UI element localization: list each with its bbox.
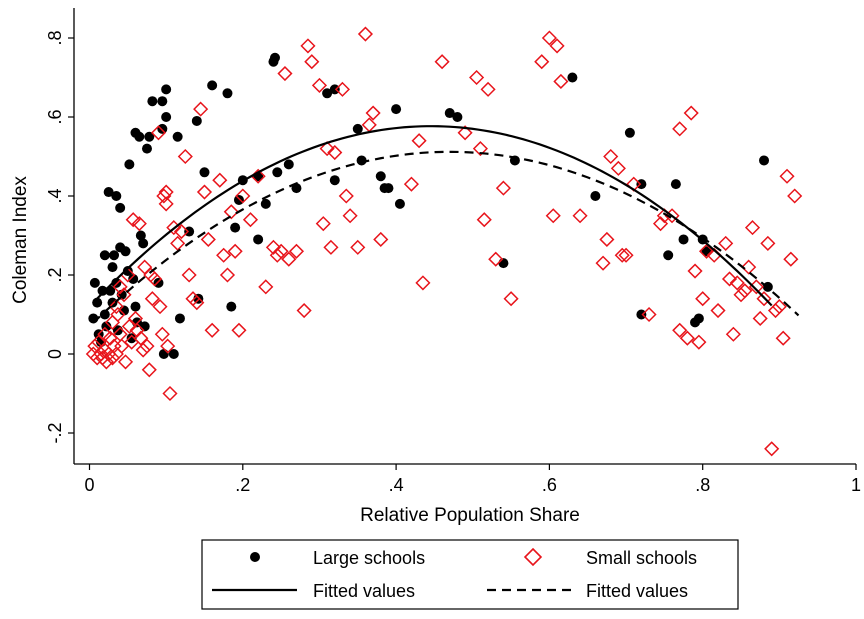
y-tick-label: .8 [45,30,65,45]
large-school-point [124,159,134,169]
large-school-point [452,112,462,122]
y-tick-label: .4 [45,188,65,203]
large-school-point [253,234,263,244]
large-school-point [272,167,282,177]
large-school-point [759,155,769,165]
large-school-point [671,179,681,189]
large-school-point [270,53,280,63]
large-school-point [636,179,646,189]
large-school-point [140,321,150,331]
x-tick-label: .4 [389,475,404,495]
y-tick-label: .6 [45,109,65,124]
large-school-point [284,159,294,169]
large-school-point [261,199,271,209]
y-tick-label: 0 [45,349,65,359]
large-school-point [330,175,340,185]
large-school-point [636,310,646,320]
large-school-point [679,234,689,244]
large-school-point [226,302,236,312]
large-school-point [109,250,119,260]
large-school-point [230,223,240,233]
large-school-point [159,349,169,359]
large-school-point [192,116,202,126]
large-school-point [498,258,508,268]
large-school-point [222,88,232,98]
legend-small-label: Small schools [586,548,697,568]
large-school-point [383,183,393,193]
large-school-point [121,246,131,256]
x-axis-label: Relative Population Share [360,505,580,526]
x-tick-label: 0 [84,475,94,495]
x-tick-label: .2 [235,475,250,495]
large-school-point [138,238,148,248]
legend-fit-small-label: Fitted values [586,581,688,601]
legend-large-label: Large schools [313,548,425,568]
legend-fit-large-label: Fitted values [313,581,415,601]
large-school-point [157,96,167,106]
large-school-point [207,80,217,90]
large-school-point [330,84,340,94]
large-school-point [153,278,163,288]
large-school-point [199,167,209,177]
large-school-point [175,313,185,323]
large-school-point [147,96,157,106]
large-school-point [567,73,577,83]
large-school-point [395,199,405,209]
large-school-point [184,227,194,237]
y-tick-label: .2 [45,267,65,282]
legend: Large schools Small schools Fitted value… [202,540,738,609]
large-school-point [694,313,704,323]
x-tick-label: 1 [851,475,861,495]
x-tick-label: .8 [695,475,710,495]
large-school-point [111,191,121,201]
large-school-point [234,195,244,205]
large-school-point [663,250,673,260]
large-school-point [130,302,140,312]
legend-large-marker [250,552,260,562]
large-school-point [142,144,152,154]
large-school-point [391,104,401,114]
large-school-point [590,191,600,201]
large-school-point [353,124,363,134]
large-school-point [107,262,117,272]
large-school-point [115,203,125,213]
x-tick-label: .6 [542,475,557,495]
large-school-point [90,278,100,288]
large-school-point [161,112,171,122]
large-school-point [161,84,171,94]
large-school-point [134,132,144,142]
large-school-point [100,250,110,260]
large-school-point [173,132,183,142]
y-axis-label: Coleman Index [10,176,31,304]
large-school-point [376,171,386,181]
large-school-point [625,128,635,138]
large-school-point [157,124,167,134]
y-tick-label: -.2 [45,422,65,443]
